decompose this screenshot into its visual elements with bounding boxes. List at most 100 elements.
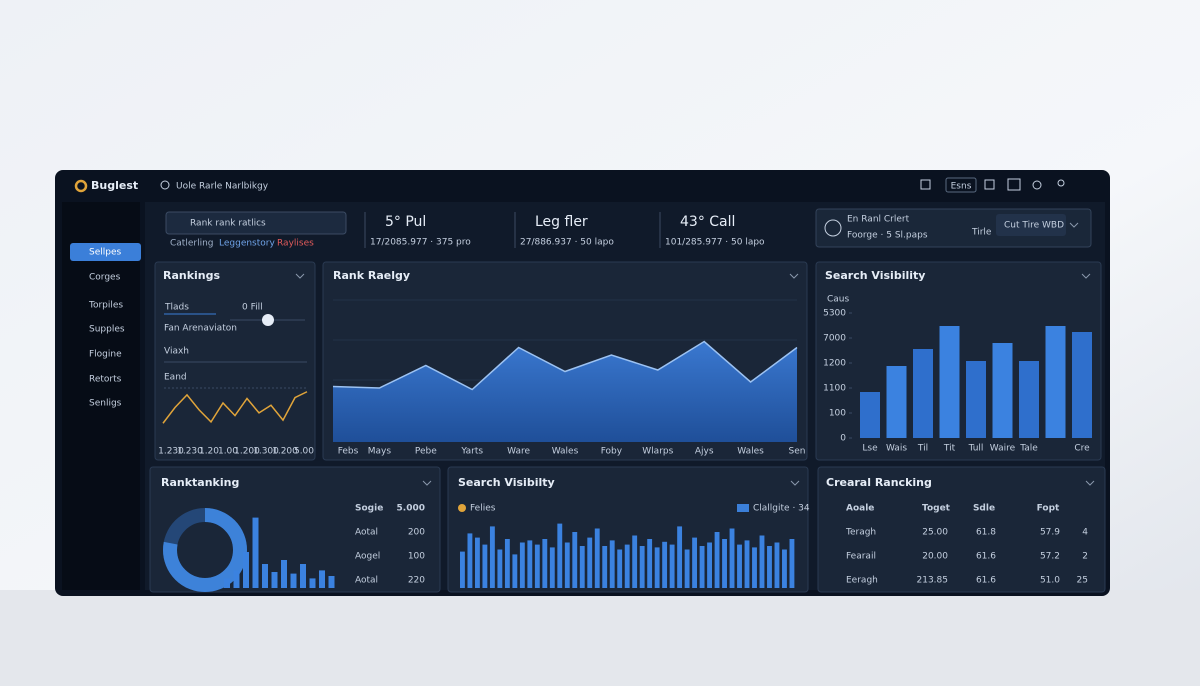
stat-detail: 17/2085.977 · 375 pro	[370, 238, 471, 248]
bar	[271, 572, 278, 588]
x-tick-label: Tit	[943, 444, 956, 454]
table-cell: 57.9	[1040, 528, 1060, 538]
nav-item[interactable]: Sellpes	[89, 248, 122, 258]
table-cell: 200	[408, 528, 425, 538]
table-header: Toget	[922, 504, 951, 514]
table-cell: Sogie	[355, 504, 383, 514]
bar	[542, 539, 548, 588]
panel-title: Ranktanking	[161, 476, 239, 489]
table-cell: 20.00	[922, 552, 948, 562]
chevrons	[295, 222, 1095, 486]
x-tick-label: Wales	[737, 447, 764, 457]
y-tick-label: 5300	[823, 309, 846, 319]
filter-tab[interactable]: Leggenstory	[219, 239, 275, 249]
bar	[774, 542, 780, 588]
bar	[300, 564, 306, 588]
bar	[1019, 361, 1039, 438]
legend-label: Clallgite · 34	[753, 504, 810, 514]
button-frame[interactable]	[945, 177, 977, 193]
bar	[309, 578, 316, 588]
bar	[328, 576, 335, 588]
bar	[534, 544, 540, 588]
x-tick-label: Foby	[601, 447, 623, 457]
filter-tab[interactable]: Raylises	[277, 239, 314, 249]
nav-item[interactable]: Supples	[89, 325, 125, 335]
active-nav[interactable]	[70, 243, 141, 261]
x-tick-label: Lse	[862, 444, 878, 454]
table-cell: Eeragh	[846, 576, 878, 586]
label: Eand	[164, 373, 187, 383]
x-tick-label: Pebe	[415, 447, 437, 457]
x-tick-label: 1.20	[199, 447, 219, 457]
panel-title: Search Visibilty	[458, 476, 555, 489]
x-tick-label: Waire	[990, 444, 1016, 454]
bar	[729, 528, 735, 588]
filter-tab[interactable]: Catlerling	[170, 239, 213, 249]
button[interactable]: Esns	[951, 182, 972, 192]
table-cell: 5.000	[397, 504, 425, 514]
table-cell: 100	[408, 552, 425, 562]
alert-icon	[824, 219, 842, 237]
filter-search[interactable]: Rank rank ratlics	[190, 219, 266, 229]
nav-item[interactable]: Flogine	[89, 350, 122, 360]
x-tick-label: 5.00	[294, 447, 314, 457]
nav-item[interactable]: Senligs	[89, 399, 122, 409]
bar	[281, 560, 287, 588]
select[interactable]	[996, 214, 1066, 236]
x-tick-label: Ajys	[695, 447, 714, 457]
x-tick-label: 1.230	[158, 447, 184, 457]
bar	[609, 540, 615, 588]
alert-title: En Ranl Crlert	[847, 215, 910, 225]
y-tick-label: 100	[829, 409, 846, 419]
bar	[639, 546, 645, 588]
logo: Buglest	[91, 179, 138, 192]
bar	[243, 552, 249, 588]
logo-icon	[74, 179, 88, 193]
bar	[489, 526, 495, 588]
legend-swatch	[737, 504, 749, 512]
nav-item[interactable]: Corges	[89, 273, 121, 283]
stat-title: 5° Pul	[385, 214, 426, 230]
table-cell: Aotal	[355, 576, 378, 586]
table-cell: 61.8	[976, 528, 996, 538]
bar	[789, 539, 795, 588]
panel-title: Rank Raelgy	[333, 269, 410, 282]
nav-item[interactable]: Retorts	[89, 375, 122, 385]
bar	[684, 549, 690, 588]
x-tick-label: Febs	[338, 447, 359, 457]
bar	[224, 578, 230, 588]
select-value[interactable]: Cut Tire WBD	[1004, 221, 1064, 231]
slider-knob[interactable]	[262, 314, 274, 326]
search-box[interactable]	[165, 211, 347, 235]
bar	[482, 544, 488, 588]
bar	[677, 526, 683, 588]
bar	[939, 326, 960, 438]
bar	[782, 549, 787, 588]
bar	[617, 549, 623, 588]
x-tick-label: Tull	[968, 444, 984, 454]
area	[333, 341, 797, 442]
panel-title: Search Visibility	[825, 269, 925, 282]
bar	[594, 528, 600, 588]
bar	[290, 573, 297, 588]
global-search[interactable]: Uole Rarle Narlbikgy	[176, 182, 269, 192]
bar	[519, 542, 525, 588]
bar	[262, 564, 268, 588]
bar	[579, 546, 585, 588]
legend-label: Felies	[470, 504, 496, 514]
search-icon	[160, 180, 170, 190]
legend-swatch	[458, 504, 466, 512]
bar	[759, 535, 765, 588]
bar	[707, 542, 713, 588]
table-cell: 57.2	[1040, 552, 1060, 562]
axis-title: Caus	[827, 295, 850, 305]
bar	[992, 343, 1013, 438]
bar	[587, 537, 593, 588]
y-tick-label: 1100	[823, 384, 846, 394]
table-cell: 213.85	[917, 576, 949, 586]
nav-item[interactable]: Torpiles	[88, 301, 123, 311]
stat-title: Leg fler	[535, 214, 588, 230]
bar	[737, 544, 742, 588]
